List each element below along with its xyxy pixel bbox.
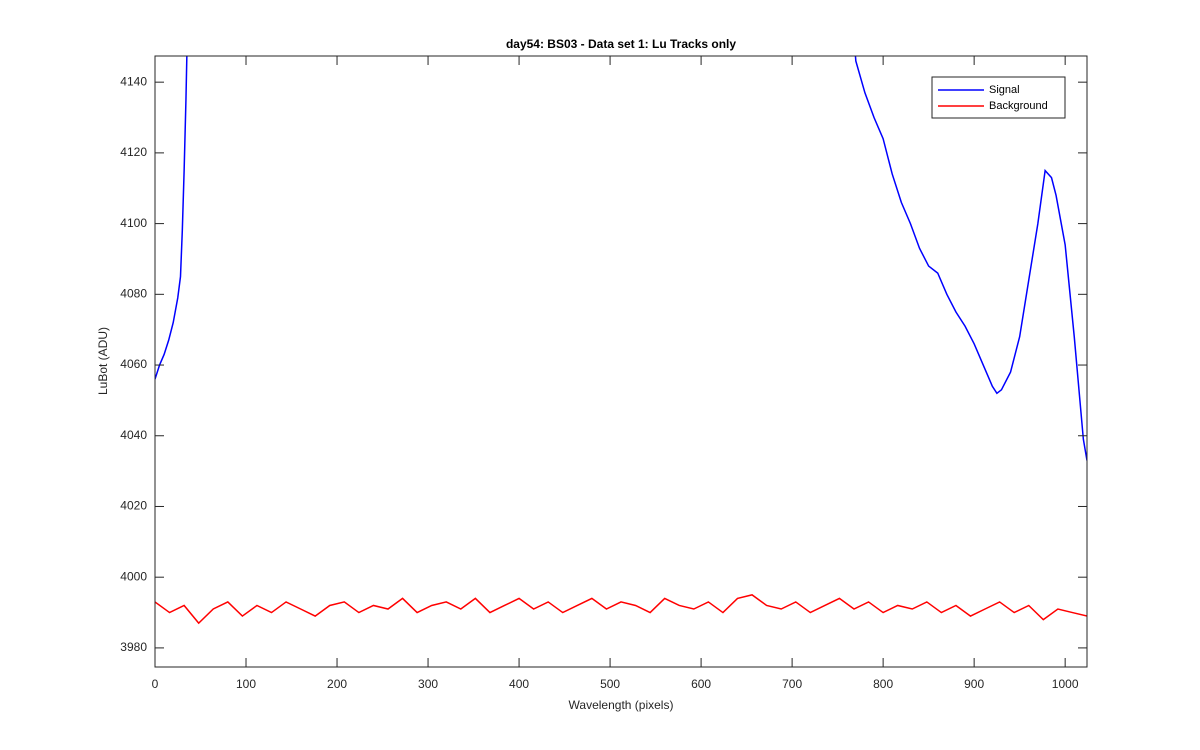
- x-tick-label: 400: [509, 677, 529, 691]
- data-line: [155, 56, 1087, 461]
- x-tick-label: 600: [691, 677, 711, 691]
- legend-label: Signal: [989, 84, 1020, 96]
- y-tick-label: 4020: [120, 499, 147, 513]
- x-tick-label: 500: [600, 677, 620, 691]
- x-tick-label: 1000: [1052, 677, 1079, 691]
- data-line: [155, 594, 1087, 625]
- x-tick-label: 100: [236, 677, 256, 691]
- x-tick-label: 800: [873, 677, 893, 691]
- x-tick-label: 200: [327, 677, 347, 691]
- y-tick-label: 4100: [120, 216, 147, 230]
- legend-box: [931, 76, 1066, 119]
- axes-box: [154, 55, 1088, 668]
- lines: [155, 56, 1087, 625]
- chart-title: day54: BS03 - Data set 1: Lu Tracks only: [506, 37, 736, 51]
- y-tick-label: 4060: [120, 357, 147, 371]
- y-tick-label: 4140: [120, 74, 147, 88]
- x-tick-label: 900: [964, 677, 984, 691]
- y-axis-label: LuBot (ADU): [96, 327, 110, 395]
- y-tick-label: 4040: [120, 428, 147, 442]
- y-tick-label: 4120: [120, 145, 147, 159]
- x-tick-label: 0: [152, 677, 159, 691]
- x-tick-label: 700: [782, 677, 802, 691]
- y-tick-label: 4000: [120, 569, 147, 583]
- legend-label: Background: [989, 100, 1048, 112]
- x-tick-label: 300: [418, 677, 438, 691]
- plot-area: [155, 56, 1087, 667]
- y-tick-label: 3980: [120, 640, 147, 654]
- x-axis-label: Wavelength (pixels): [569, 698, 674, 712]
- y-tick-label: 4080: [120, 286, 147, 300]
